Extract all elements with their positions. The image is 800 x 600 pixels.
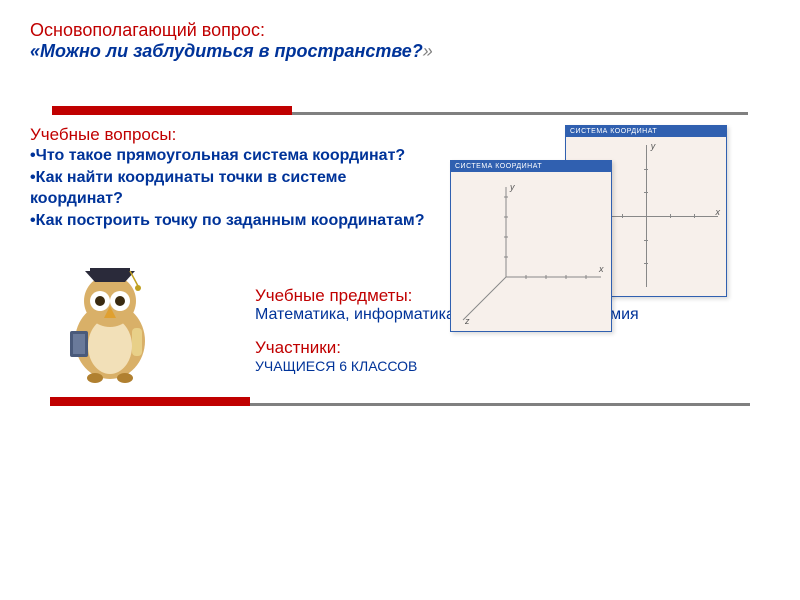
study-questions-label: Учебные вопросы: [30, 125, 430, 145]
content-row: Учебные вопросы: •Что такое прямоугольна… [30, 125, 770, 231]
tick [644, 263, 648, 264]
right-column: СИСТЕМА КООРДИНАТ y x СИСТЕМ [430, 125, 770, 231]
svg-text:z: z [464, 316, 470, 326]
chart-header: СИСТЕМА КООРДИНАТ [451, 161, 611, 172]
participants-text: УЧАЩИЕСЯ 6 КЛАССОВ [255, 358, 770, 374]
main-question-text: Можно ли заблудиться в пространстве? [40, 41, 423, 61]
axis-x-label: x [716, 207, 721, 217]
tick [670, 214, 671, 218]
left-column: Учебные вопросы: •Что такое прямоугольна… [30, 125, 430, 231]
owl-graduate-icon [50, 256, 170, 386]
svg-text:x: x [598, 264, 604, 274]
axis-y-label: y [651, 141, 656, 151]
svg-text:y: y [509, 182, 515, 192]
study-question-text: Как построить точку по заданным координа… [36, 212, 425, 229]
study-question-item: •Что такое прямоугольная система координ… [30, 145, 430, 167]
coordinate-chart-front: СИСТЕМА КООРДИНАТ y x z [450, 160, 612, 332]
divider-top-accent [52, 106, 292, 115]
slide-content: Основополагающий вопрос: «Можно ли заблу… [0, 0, 800, 426]
main-question-block: Основополагающий вопрос: «Можно ли заблу… [30, 20, 770, 62]
study-question-text: Как найти координаты точки в системе коо… [30, 169, 346, 208]
participants-label: Участники: [255, 338, 770, 358]
study-question-item: •Как построить точку по заданным координ… [30, 210, 430, 232]
divider-bottom-accent [50, 397, 250, 406]
tick [622, 214, 623, 218]
main-question-close: » [423, 41, 433, 61]
tick [644, 192, 648, 193]
tick [644, 169, 648, 170]
main-question-open: « [30, 41, 40, 61]
owl-image-box [30, 256, 220, 391]
chart-header: СИСТЕМА КООРДИНАТ [566, 126, 726, 137]
divider-bottom [50, 403, 750, 406]
divider-top [52, 112, 748, 115]
main-question-label: Основополагающий вопрос: [30, 20, 265, 40]
chart-body-3d: y x z [451, 172, 611, 330]
tick [644, 240, 648, 241]
study-question-text: Что такое прямоугольная система координа… [36, 147, 406, 164]
tick [694, 214, 695, 218]
axes-3d-icon: y x z [451, 172, 611, 330]
study-question-item: •Как найти координаты точки в системе ко… [30, 167, 430, 210]
